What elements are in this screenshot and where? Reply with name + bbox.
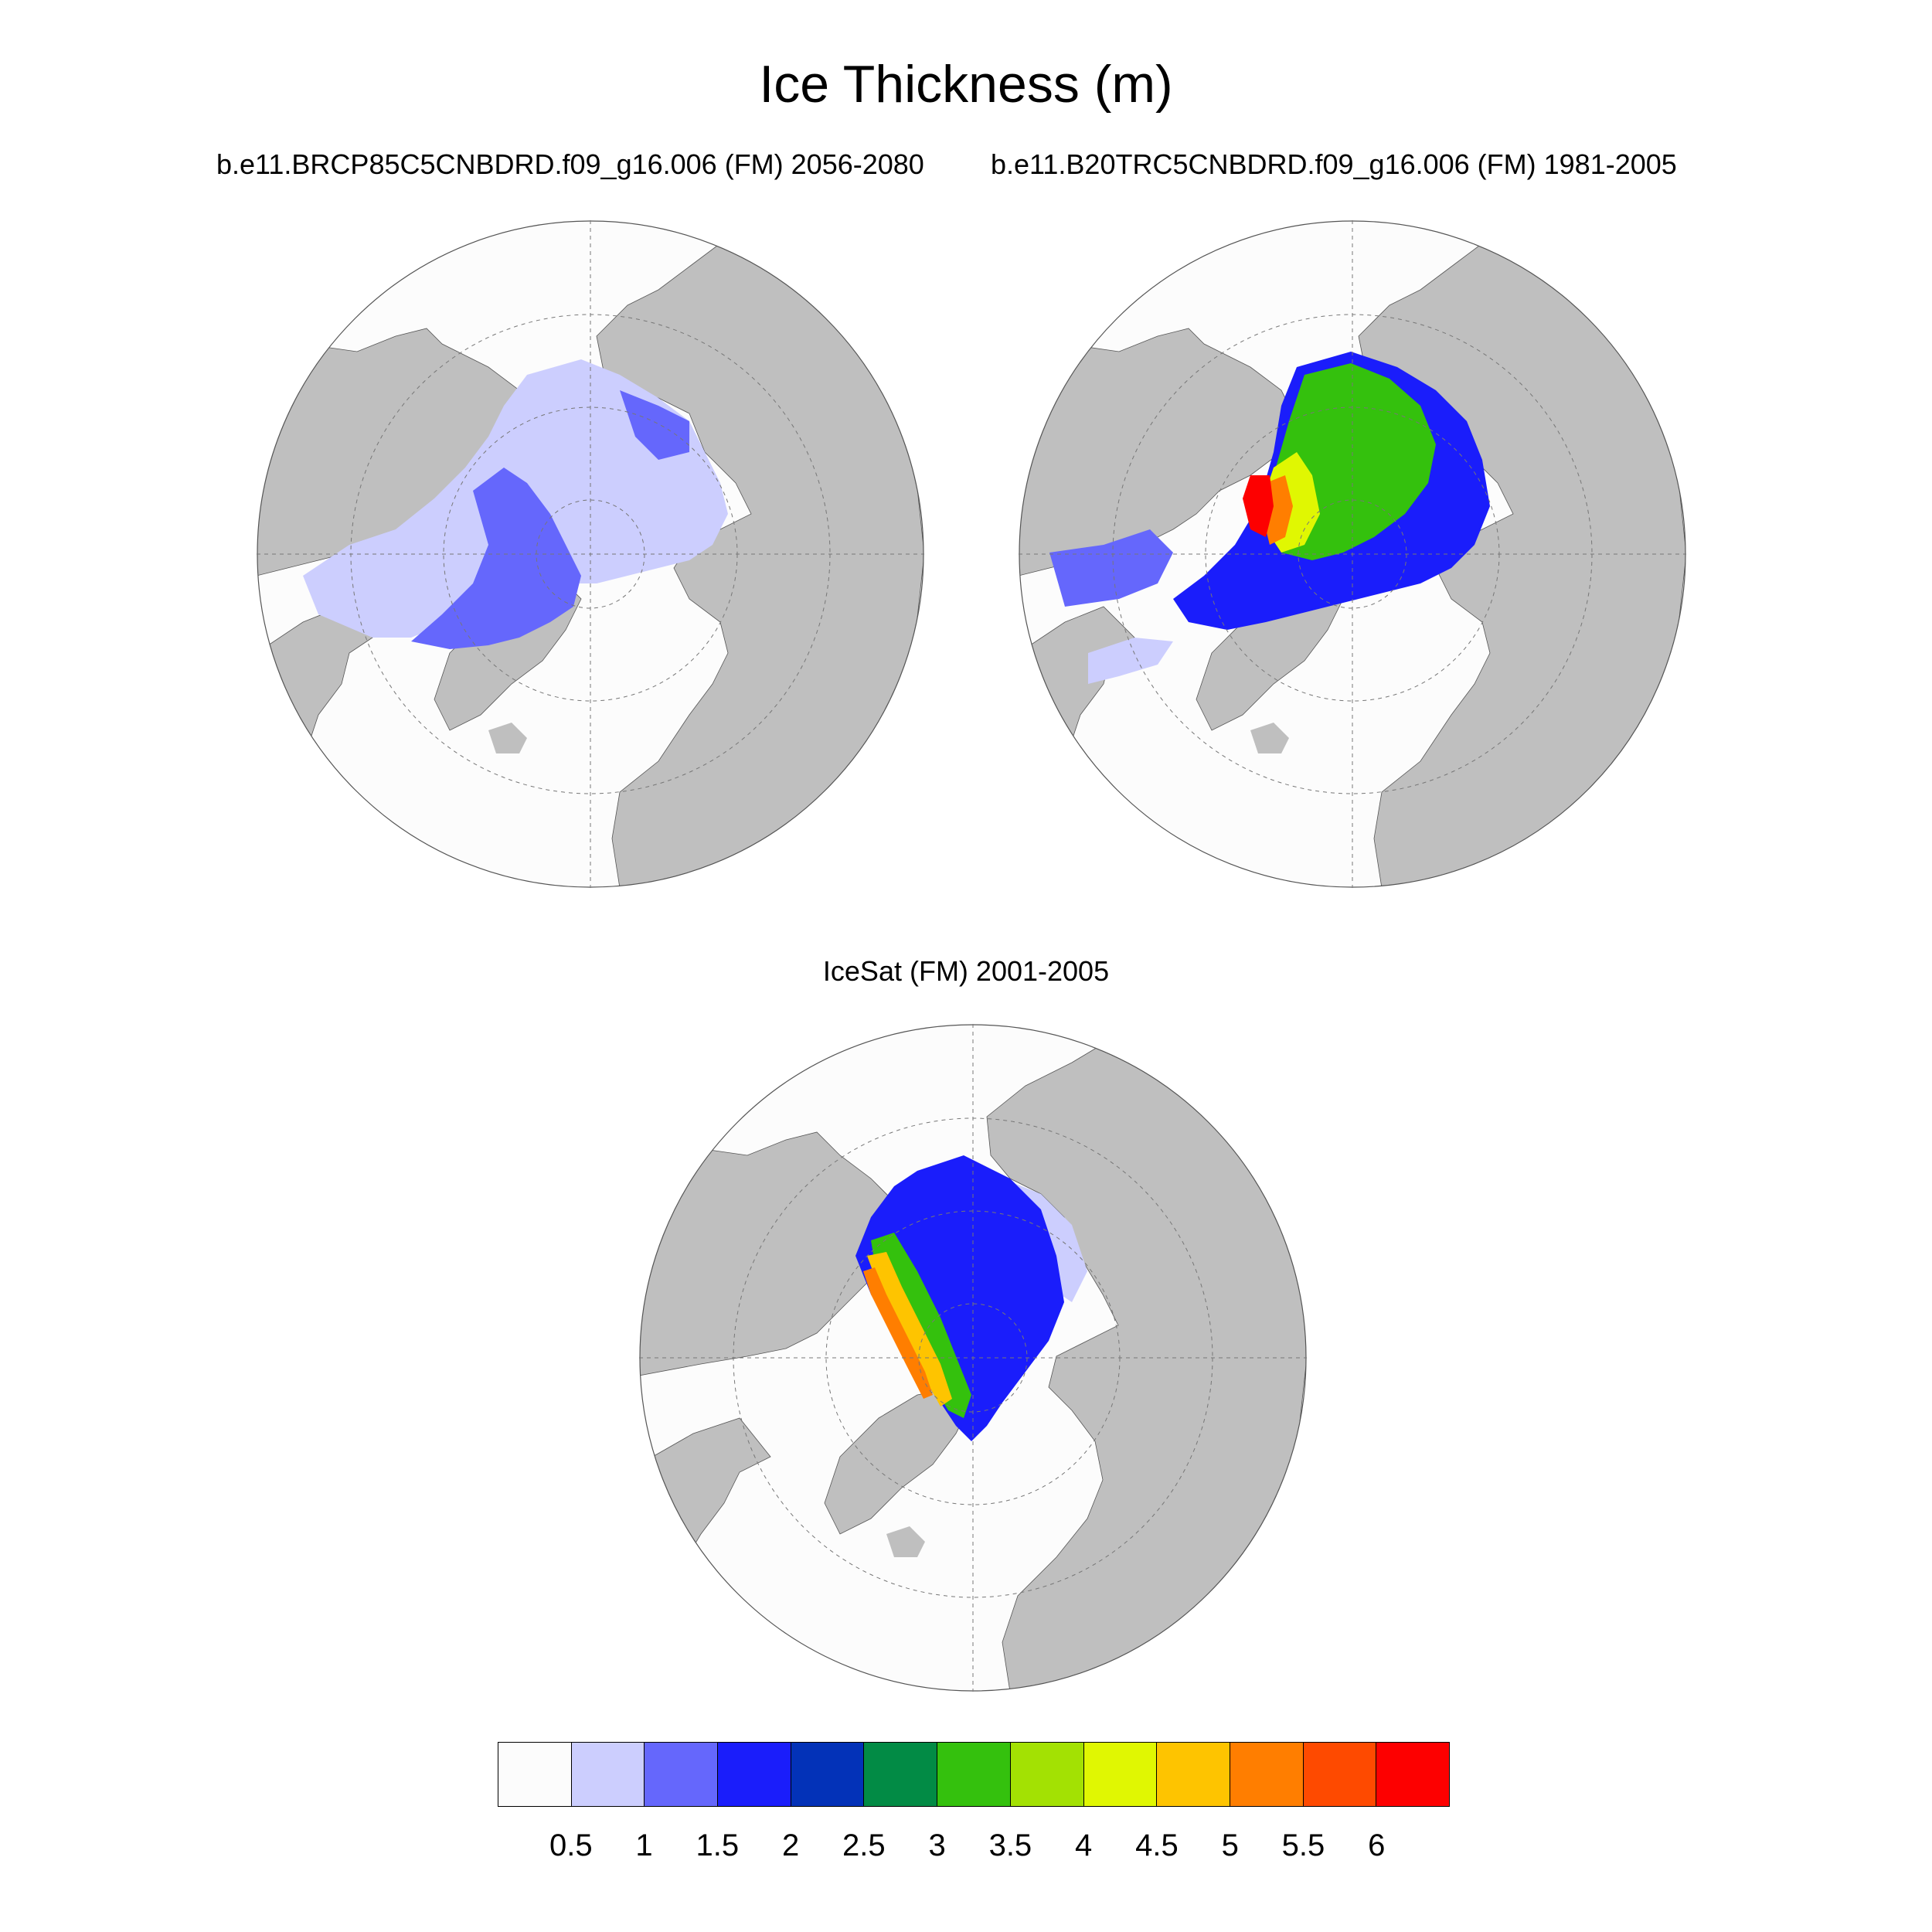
ice-orange (863, 1267, 933, 1399)
colorbar-swatch-9 (1157, 1743, 1230, 1806)
colorbar-swatch-8 (1083, 1743, 1158, 1806)
colorbar-swatch-6 (937, 1743, 1011, 1806)
colorbar-swatch-7 (1010, 1743, 1084, 1806)
colorbar-label-11: 6 (1368, 1828, 1386, 1862)
colorbar-label-5: 3 (928, 1828, 946, 1862)
colorbar-swatch-5 (864, 1743, 938, 1806)
panel-3-subtitle: IceSat (FM) 2001-2005 (822, 955, 1110, 987)
land-iceland (488, 723, 527, 753)
land-iceland (886, 1526, 925, 1557)
ice-red (1243, 475, 1274, 537)
colorbar-swatch-1 (571, 1743, 645, 1806)
colorbar-label-7: 4 (1075, 1828, 1093, 1862)
colorbar-swatch-2 (645, 1743, 719, 1806)
colorbar-label-9: 5 (1221, 1828, 1239, 1862)
colorbar (498, 1742, 1450, 1807)
colorbar-label-2: 1.5 (696, 1828, 740, 1862)
graticule (1019, 220, 1686, 888)
colorbar-label-3: 2 (781, 1828, 800, 1862)
colorbar-label-0: 0.5 (549, 1828, 593, 1862)
ice-medium (411, 468, 581, 649)
graticule (639, 1024, 1307, 1692)
colorbar-label-4: 2.5 (842, 1828, 886, 1862)
ice-medium-west (1049, 529, 1173, 607)
polar-map-historical (1019, 220, 1686, 888)
land-greenland (824, 1386, 972, 1535)
ice-thin (1088, 638, 1173, 684)
land-iceland (1250, 723, 1289, 753)
panel-2-subtitle: b.e11.B20TRC5CNBDRD.f09_g16.006 (FM) 198… (991, 148, 1677, 180)
graticule (257, 220, 924, 888)
colorbar-label-10: 5.5 (1281, 1828, 1325, 1862)
ice-medium-2 (620, 390, 689, 460)
panel-1-subtitle: b.e11.BRCP85C5CNBDRD.f09_g16.006 (FM) 20… (216, 148, 924, 180)
colorbar-swatch-3 (718, 1743, 791, 1806)
ice-blue (855, 1155, 1064, 1441)
ice-yellow (867, 1252, 952, 1406)
colorbar-label-6: 3.5 (988, 1828, 1032, 1862)
colorbar-label-1: 1 (635, 1828, 653, 1862)
colorbar-swatch-10 (1230, 1743, 1304, 1806)
colorbar-swatch-4 (791, 1743, 865, 1806)
figure-title: Ice Thickness (m) (759, 55, 1173, 114)
colorbar-swatch-0 (498, 1743, 572, 1806)
colorbar-label-8: 4.5 (1135, 1828, 1179, 1862)
polar-map-icesat (639, 1024, 1307, 1692)
polar-map-future (257, 220, 924, 888)
colorbar-swatch-11 (1303, 1743, 1377, 1806)
colorbar-swatch-12 (1376, 1743, 1449, 1806)
